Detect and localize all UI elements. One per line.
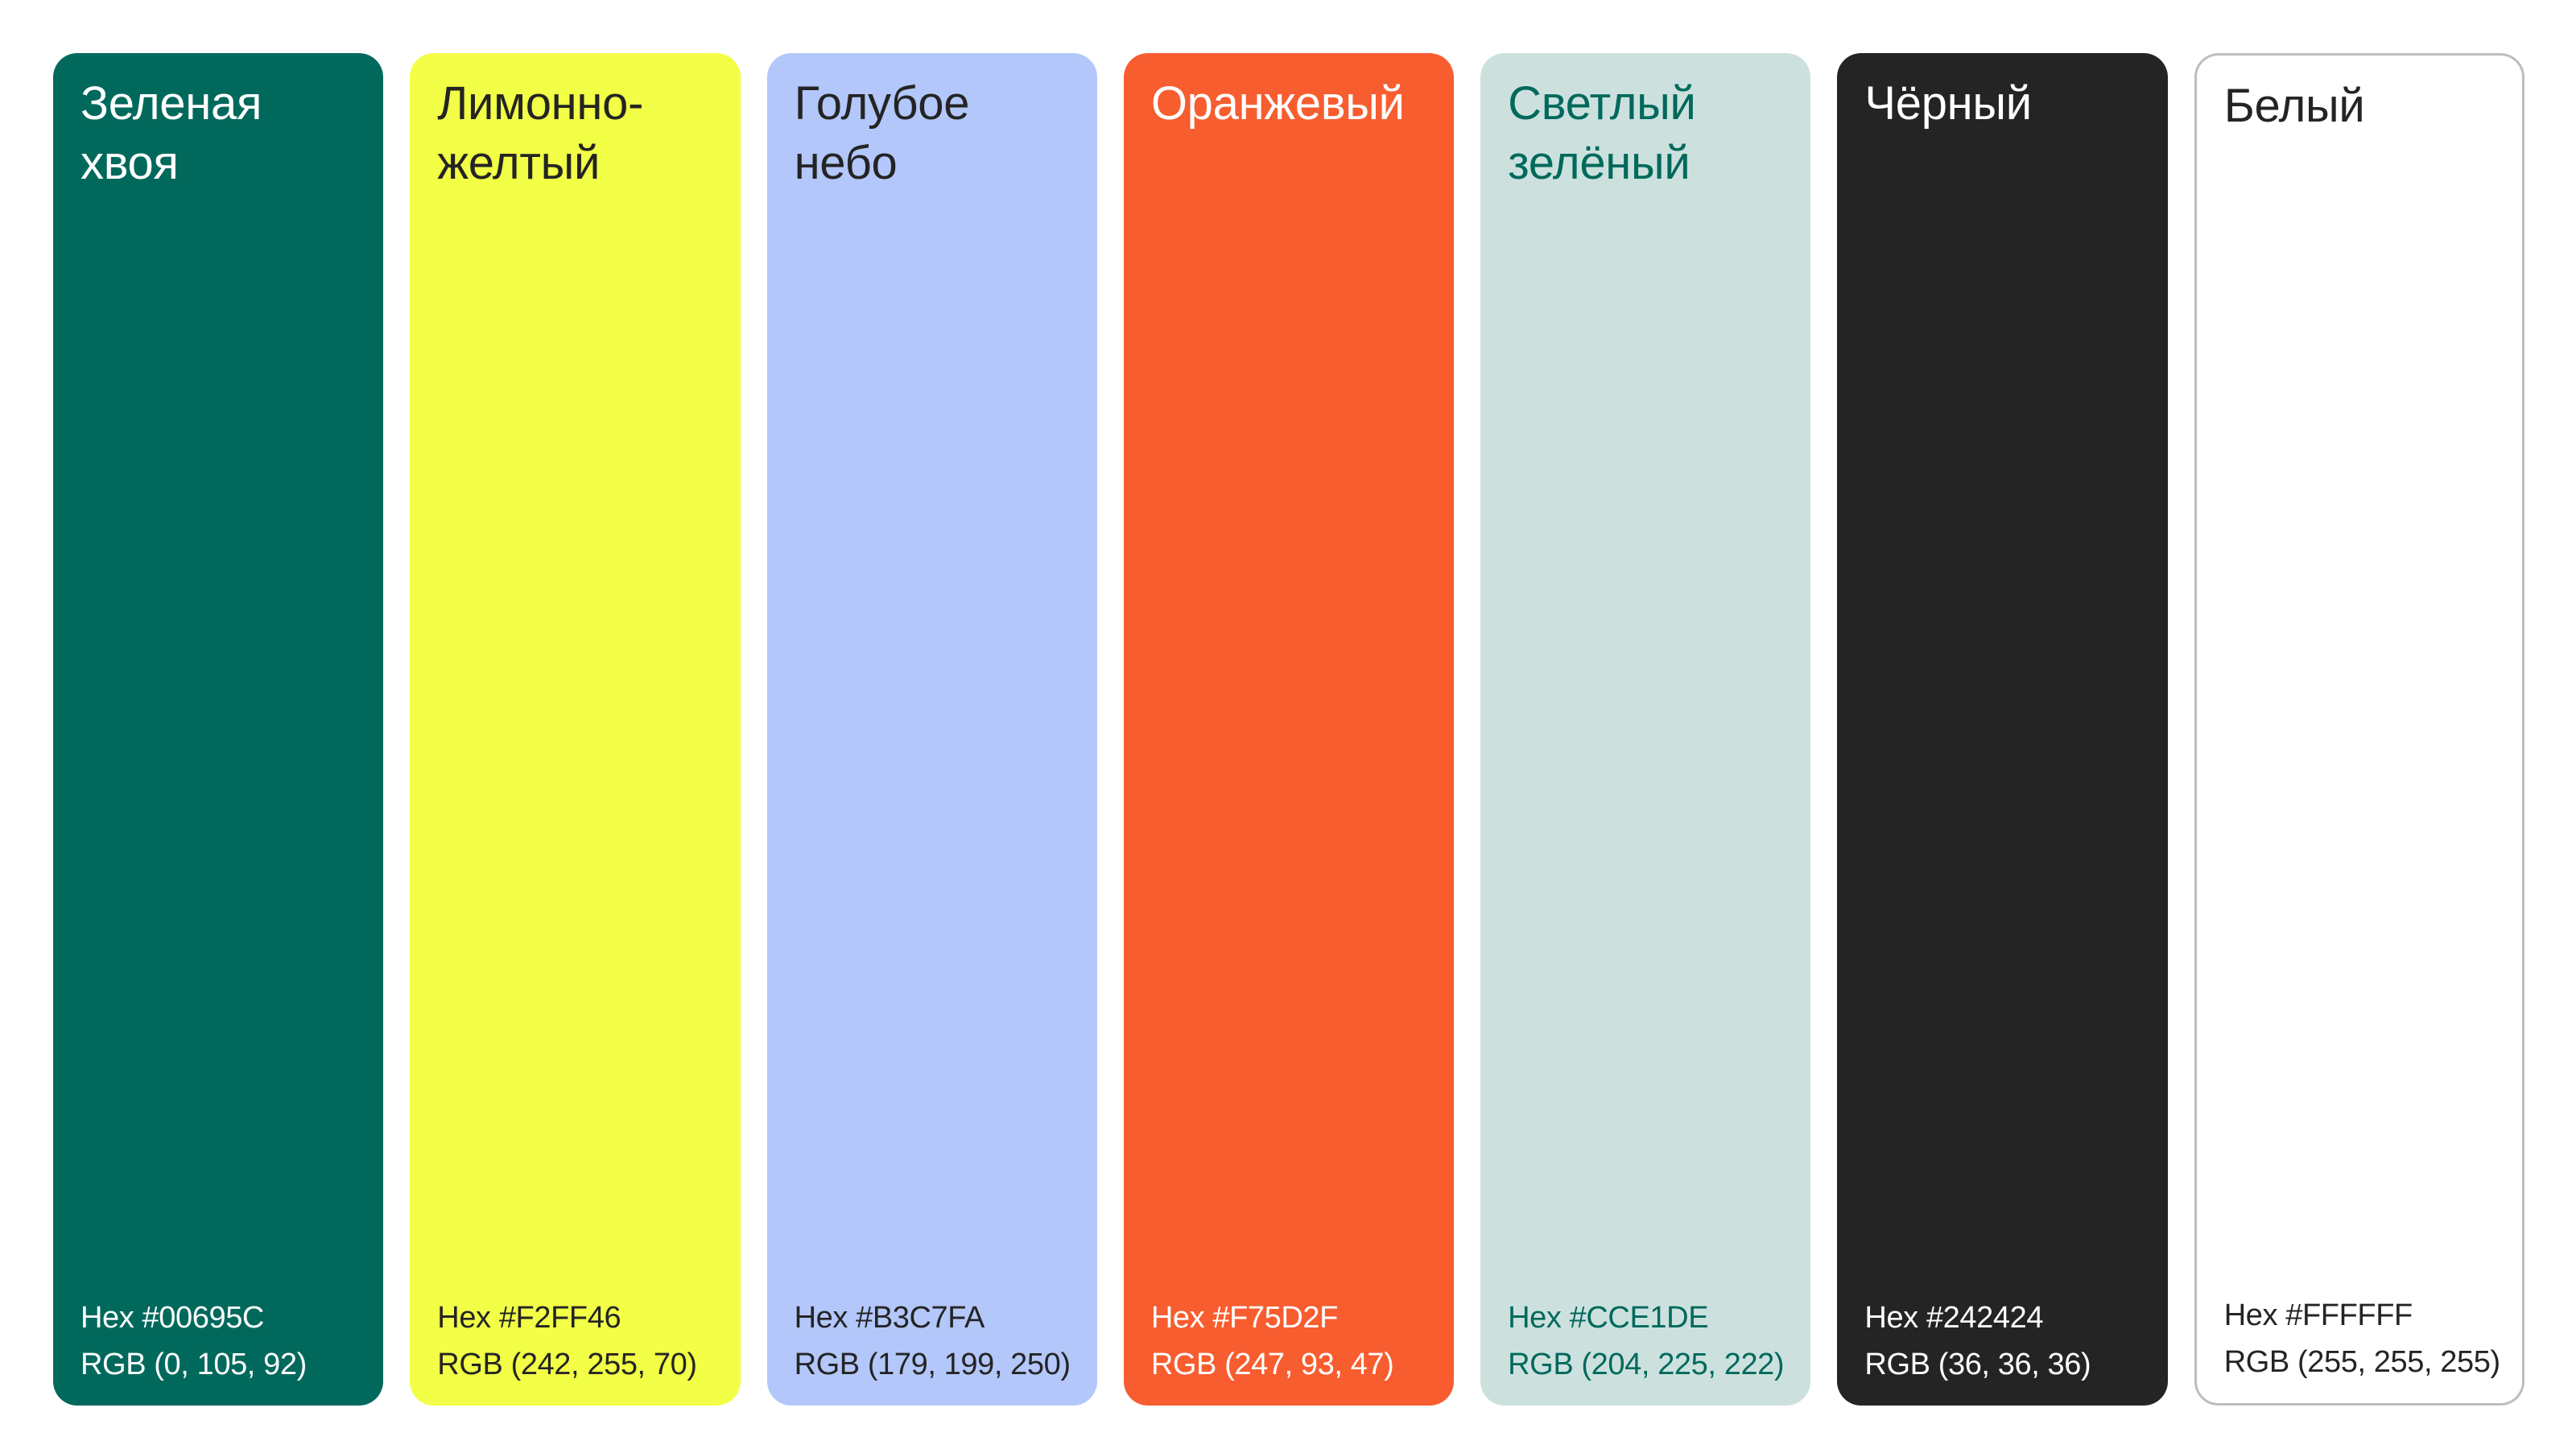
rgb-value: RGB (255, 255, 255)	[2223, 1345, 2500, 1379]
swatch-white: Белый Hex #FFFFFF RGB (255, 255, 255)	[2194, 53, 2524, 1406]
rgb-value: RGB (204, 225, 222)	[1508, 1348, 1785, 1381]
swatch-name: Лимонно-желтый	[437, 77, 644, 189]
swatch-codes: Hex #242424 RGB (36, 36, 36)	[1864, 1294, 2091, 1388]
hex-value: Hex #F75D2F	[1150, 1301, 1339, 1335]
swatch-codes: Hex #FFFFFF RGB (255, 255, 255)	[2224, 1292, 2500, 1385]
swatch-orange: Оранжевый Hex #F75D2F RGB (247, 93, 47)	[1123, 53, 1455, 1406]
swatch-codes: Hex #00695C RGB (0, 105, 92)	[80, 1294, 307, 1388]
rgb-value: RGB (242, 255, 70)	[437, 1348, 697, 1381]
color-palette: Зеленая хвоя Hex #00695C RGB (0, 105, 92…	[53, 53, 2524, 1406]
swatch-light-green: Светлый зелёный Hex #CCE1DE RGB (204, 22…	[1480, 53, 1811, 1406]
hex-value: Hex #B3C7FA	[794, 1301, 985, 1335]
swatch-sky-blue: Голубое небо Hex #B3C7FA RGB (179, 199, …	[766, 53, 1097, 1406]
hex-value: Hex #242424	[1864, 1301, 2044, 1335]
swatch-name: Чёрный	[1864, 77, 2032, 130]
swatch-black: Чёрный Hex #242424 RGB (36, 36, 36)	[1837, 53, 2168, 1406]
swatch-name: Светлый зелёный	[1508, 77, 1696, 189]
rgb-value: RGB (0, 105, 92)	[80, 1348, 307, 1381]
swatch-codes: Hex #CCE1DE RGB (204, 225, 222)	[1508, 1294, 1784, 1388]
hex-value: Hex #CCE1DE	[1508, 1301, 1709, 1335]
hex-value: Hex #F2FF46	[437, 1301, 621, 1335]
swatch-name: Голубое небо	[794, 77, 970, 189]
rgb-value: RGB (179, 199, 250)	[794, 1348, 1071, 1381]
hex-value: Hex #00695C	[80, 1301, 264, 1335]
swatch-codes: Hex #F2FF46 RGB (242, 255, 70)	[437, 1294, 697, 1388]
swatch-name: Оранжевый	[1150, 77, 1405, 130]
swatch-name: Белый	[2223, 80, 2365, 132]
swatch-codes: Hex #F75D2F RGB (247, 93, 47)	[1151, 1294, 1394, 1388]
rgb-value: RGB (247, 93, 47)	[1150, 1348, 1394, 1381]
swatch-green-pine: Зеленая хвоя Hex #00695C RGB (0, 105, 92…	[53, 53, 384, 1406]
rgb-value: RGB (36, 36, 36)	[1864, 1348, 2091, 1381]
swatch-codes: Hex #B3C7FA RGB (179, 199, 250)	[795, 1294, 1071, 1388]
hex-value: Hex #FFFFFF	[2223, 1298, 2413, 1332]
swatch-name: Зеленая хвоя	[80, 77, 262, 189]
swatch-lemon-yellow: Лимонно-желтый Hex #F2FF46 RGB (242, 255…	[410, 53, 741, 1406]
